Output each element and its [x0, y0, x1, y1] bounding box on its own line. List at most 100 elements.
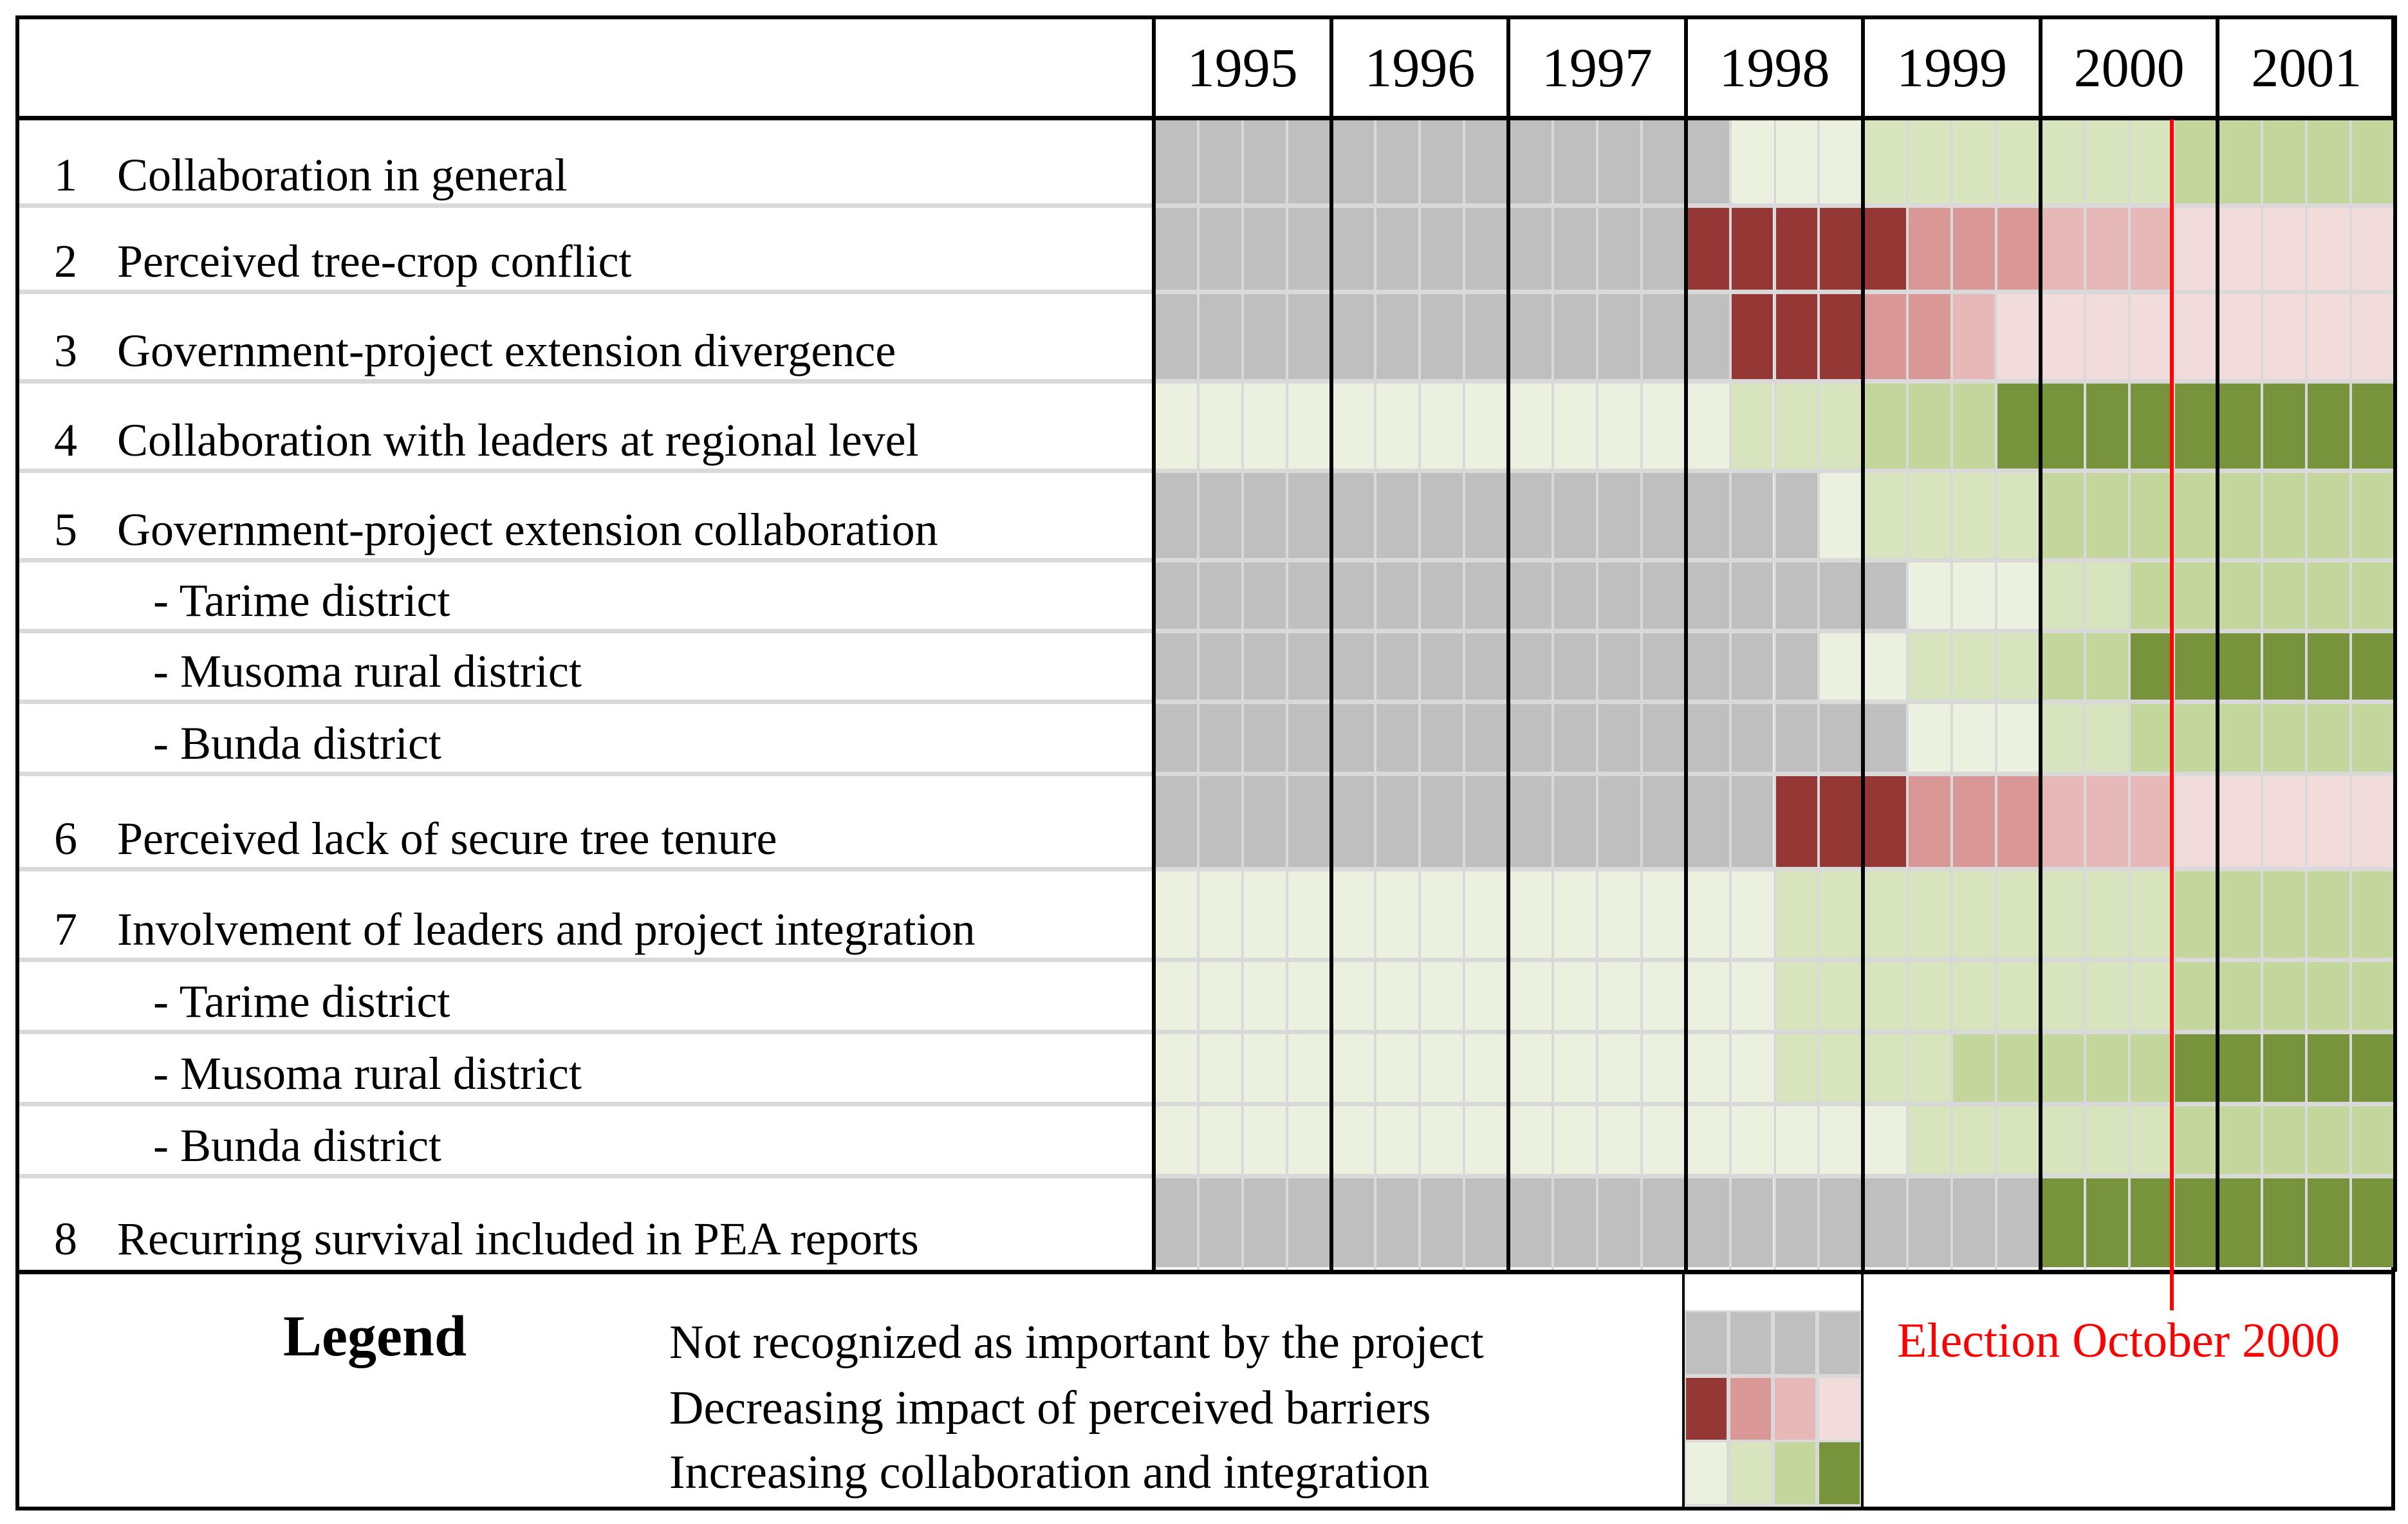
- heat-cell-2001-q3: [2308, 294, 2350, 379]
- grid-line: [2305, 633, 2308, 704]
- heat-cell-1997-q4: [1642, 871, 1685, 958]
- heat-cell-2000-q4: [2174, 1034, 2217, 1102]
- heat-cell-1998-q1: [1687, 962, 1729, 1030]
- heat-cell-1998-q1: [1687, 1106, 1729, 1174]
- grid-line: [2261, 633, 2264, 704]
- heat-cell-1997-q3: [1598, 776, 1640, 867]
- row-separator: [19, 629, 2395, 633]
- grid-line: [2261, 294, 2264, 384]
- heat-cell-2000-q1: [2041, 633, 2084, 700]
- grid-line: [1241, 208, 1244, 294]
- heat-cell-2001-q4: [2352, 208, 2394, 290]
- grid-line: [1906, 208, 1909, 294]
- grid-line: [1817, 704, 1820, 776]
- heat-cell-1999-q1: [1864, 871, 1907, 958]
- heat-cell-1999-q4: [1997, 962, 2039, 1030]
- grid-line: [1994, 1178, 1997, 1272]
- heat-cell-2000-q3: [2130, 871, 2172, 958]
- grid-line: [2261, 208, 2264, 294]
- heat-cell-2000-q3: [2130, 776, 2172, 867]
- heat-cell-2001-q4: [2352, 633, 2394, 700]
- grid-line: [1418, 633, 1422, 704]
- heat-cell-1995-q3: [1243, 562, 1286, 629]
- heat-cell-2000-q1: [2041, 473, 2084, 558]
- grid-line: [1551, 562, 1555, 633]
- grid-line: [2127, 871, 2131, 962]
- grid-line: [1418, 120, 1422, 208]
- heat-cell-1995-q3: [1243, 1106, 1286, 1174]
- grid-line: [2349, 562, 2353, 633]
- heat-cell-2000-q1: [2041, 294, 2084, 379]
- heat-cell-1996-q4: [1465, 633, 1508, 700]
- row-label: Collaboration with leaders at regional l…: [117, 414, 919, 466]
- heat-cell-1995-q2: [1199, 871, 1241, 958]
- heat-cell-2000-q1: [2041, 384, 2084, 469]
- heat-cell-1998-q3: [1775, 633, 1818, 700]
- heat-cell-2000-q4: [2174, 1106, 2217, 1174]
- grid-line: [2349, 871, 2353, 962]
- heat-cell-1996-q1: [1332, 776, 1375, 867]
- heat-cell-1996-q2: [1376, 384, 1419, 469]
- heat-cell-1998-q2: [1731, 294, 1774, 379]
- heat-cell-1997-q3: [1598, 871, 1640, 958]
- heat-cell-2000-q1: [2041, 1034, 2084, 1102]
- heat-cell-1999-q1: [1864, 1178, 1907, 1267]
- row-label: - Bunda district: [153, 718, 441, 769]
- heat-cell-1995-q1: [1155, 1034, 1197, 1102]
- heat-cell-2001-q3: [2308, 962, 2350, 1030]
- grid-line: [1994, 704, 1997, 776]
- legend-label: Not recognized as important by the proje…: [669, 1316, 1484, 1369]
- heat-cell-1999-q4: [1997, 776, 2039, 867]
- grid-line: [1285, 562, 1288, 633]
- grid-line: [2083, 384, 2086, 473]
- heat-cell-1995-q1: [1155, 871, 1197, 958]
- heat-cell-1996-q4: [1465, 1178, 1508, 1267]
- grid-line: [1950, 962, 1954, 1034]
- legend-swatch-border: [1861, 1272, 1864, 1510]
- heat-cell-1998-q2: [1731, 633, 1774, 700]
- grid-line: [2083, 120, 2086, 208]
- heat-cell-1998-q3: [1775, 473, 1818, 558]
- grid-line: [1906, 776, 1909, 871]
- heat-cell-1995-q2: [1199, 294, 1241, 379]
- heat-cell-1995-q2: [1199, 384, 1241, 469]
- heat-cell-1995-q1: [1155, 704, 1197, 772]
- grid-line: [2305, 120, 2308, 208]
- heat-cell-2000-q2: [2086, 120, 2128, 203]
- heat-cell-2001-q1: [2219, 633, 2261, 700]
- grid-line: [2261, 776, 2264, 871]
- grid-line: [1640, 294, 1643, 384]
- heat-cell-1996-q2: [1376, 962, 1419, 1030]
- heat-cell-1998-q4: [1820, 1178, 1862, 1267]
- grid-line: [1595, 562, 1598, 633]
- heat-cell-1996-q2: [1376, 1106, 1419, 1174]
- grid-line: [1595, 1034, 1598, 1106]
- heat-cell-1996-q1: [1332, 704, 1375, 772]
- legend-swatch: [1684, 1440, 1728, 1506]
- grid-line: [2349, 1034, 2353, 1106]
- grid-line: [2083, 871, 2086, 962]
- heat-cell-1996-q2: [1376, 294, 1419, 379]
- heat-cell-2000-q3: [2130, 473, 2172, 558]
- heat-cell-1997-q1: [1510, 1106, 1552, 1174]
- grid-line: [1906, 120, 1909, 208]
- grid-line: [1374, 776, 1377, 871]
- grid-line: [1418, 208, 1422, 294]
- year-header-1997: 1997: [1541, 37, 1653, 98]
- grid-line: [1950, 1106, 1954, 1178]
- grid-line: [1551, 704, 1555, 776]
- grid-line: [1463, 704, 1466, 776]
- grid-line: [1374, 962, 1377, 1034]
- heat-cell-2000-q3: [2130, 294, 2172, 379]
- grid-line: [1241, 1178, 1244, 1272]
- legend-swatch: [1728, 1376, 1773, 1442]
- heat-cell-1995-q4: [1288, 633, 1330, 700]
- grid-line: [1773, 473, 1776, 562]
- grid-line: [2083, 473, 2086, 562]
- grid-line: [1285, 962, 1288, 1034]
- table-bottom-divider: [15, 1270, 2395, 1274]
- heat-cell-1998-q4: [1820, 1034, 1862, 1102]
- heat-cell-2001-q2: [2263, 208, 2306, 290]
- heat-cell-1996-q4: [1465, 384, 1508, 469]
- grid-line: [1418, 1178, 1422, 1272]
